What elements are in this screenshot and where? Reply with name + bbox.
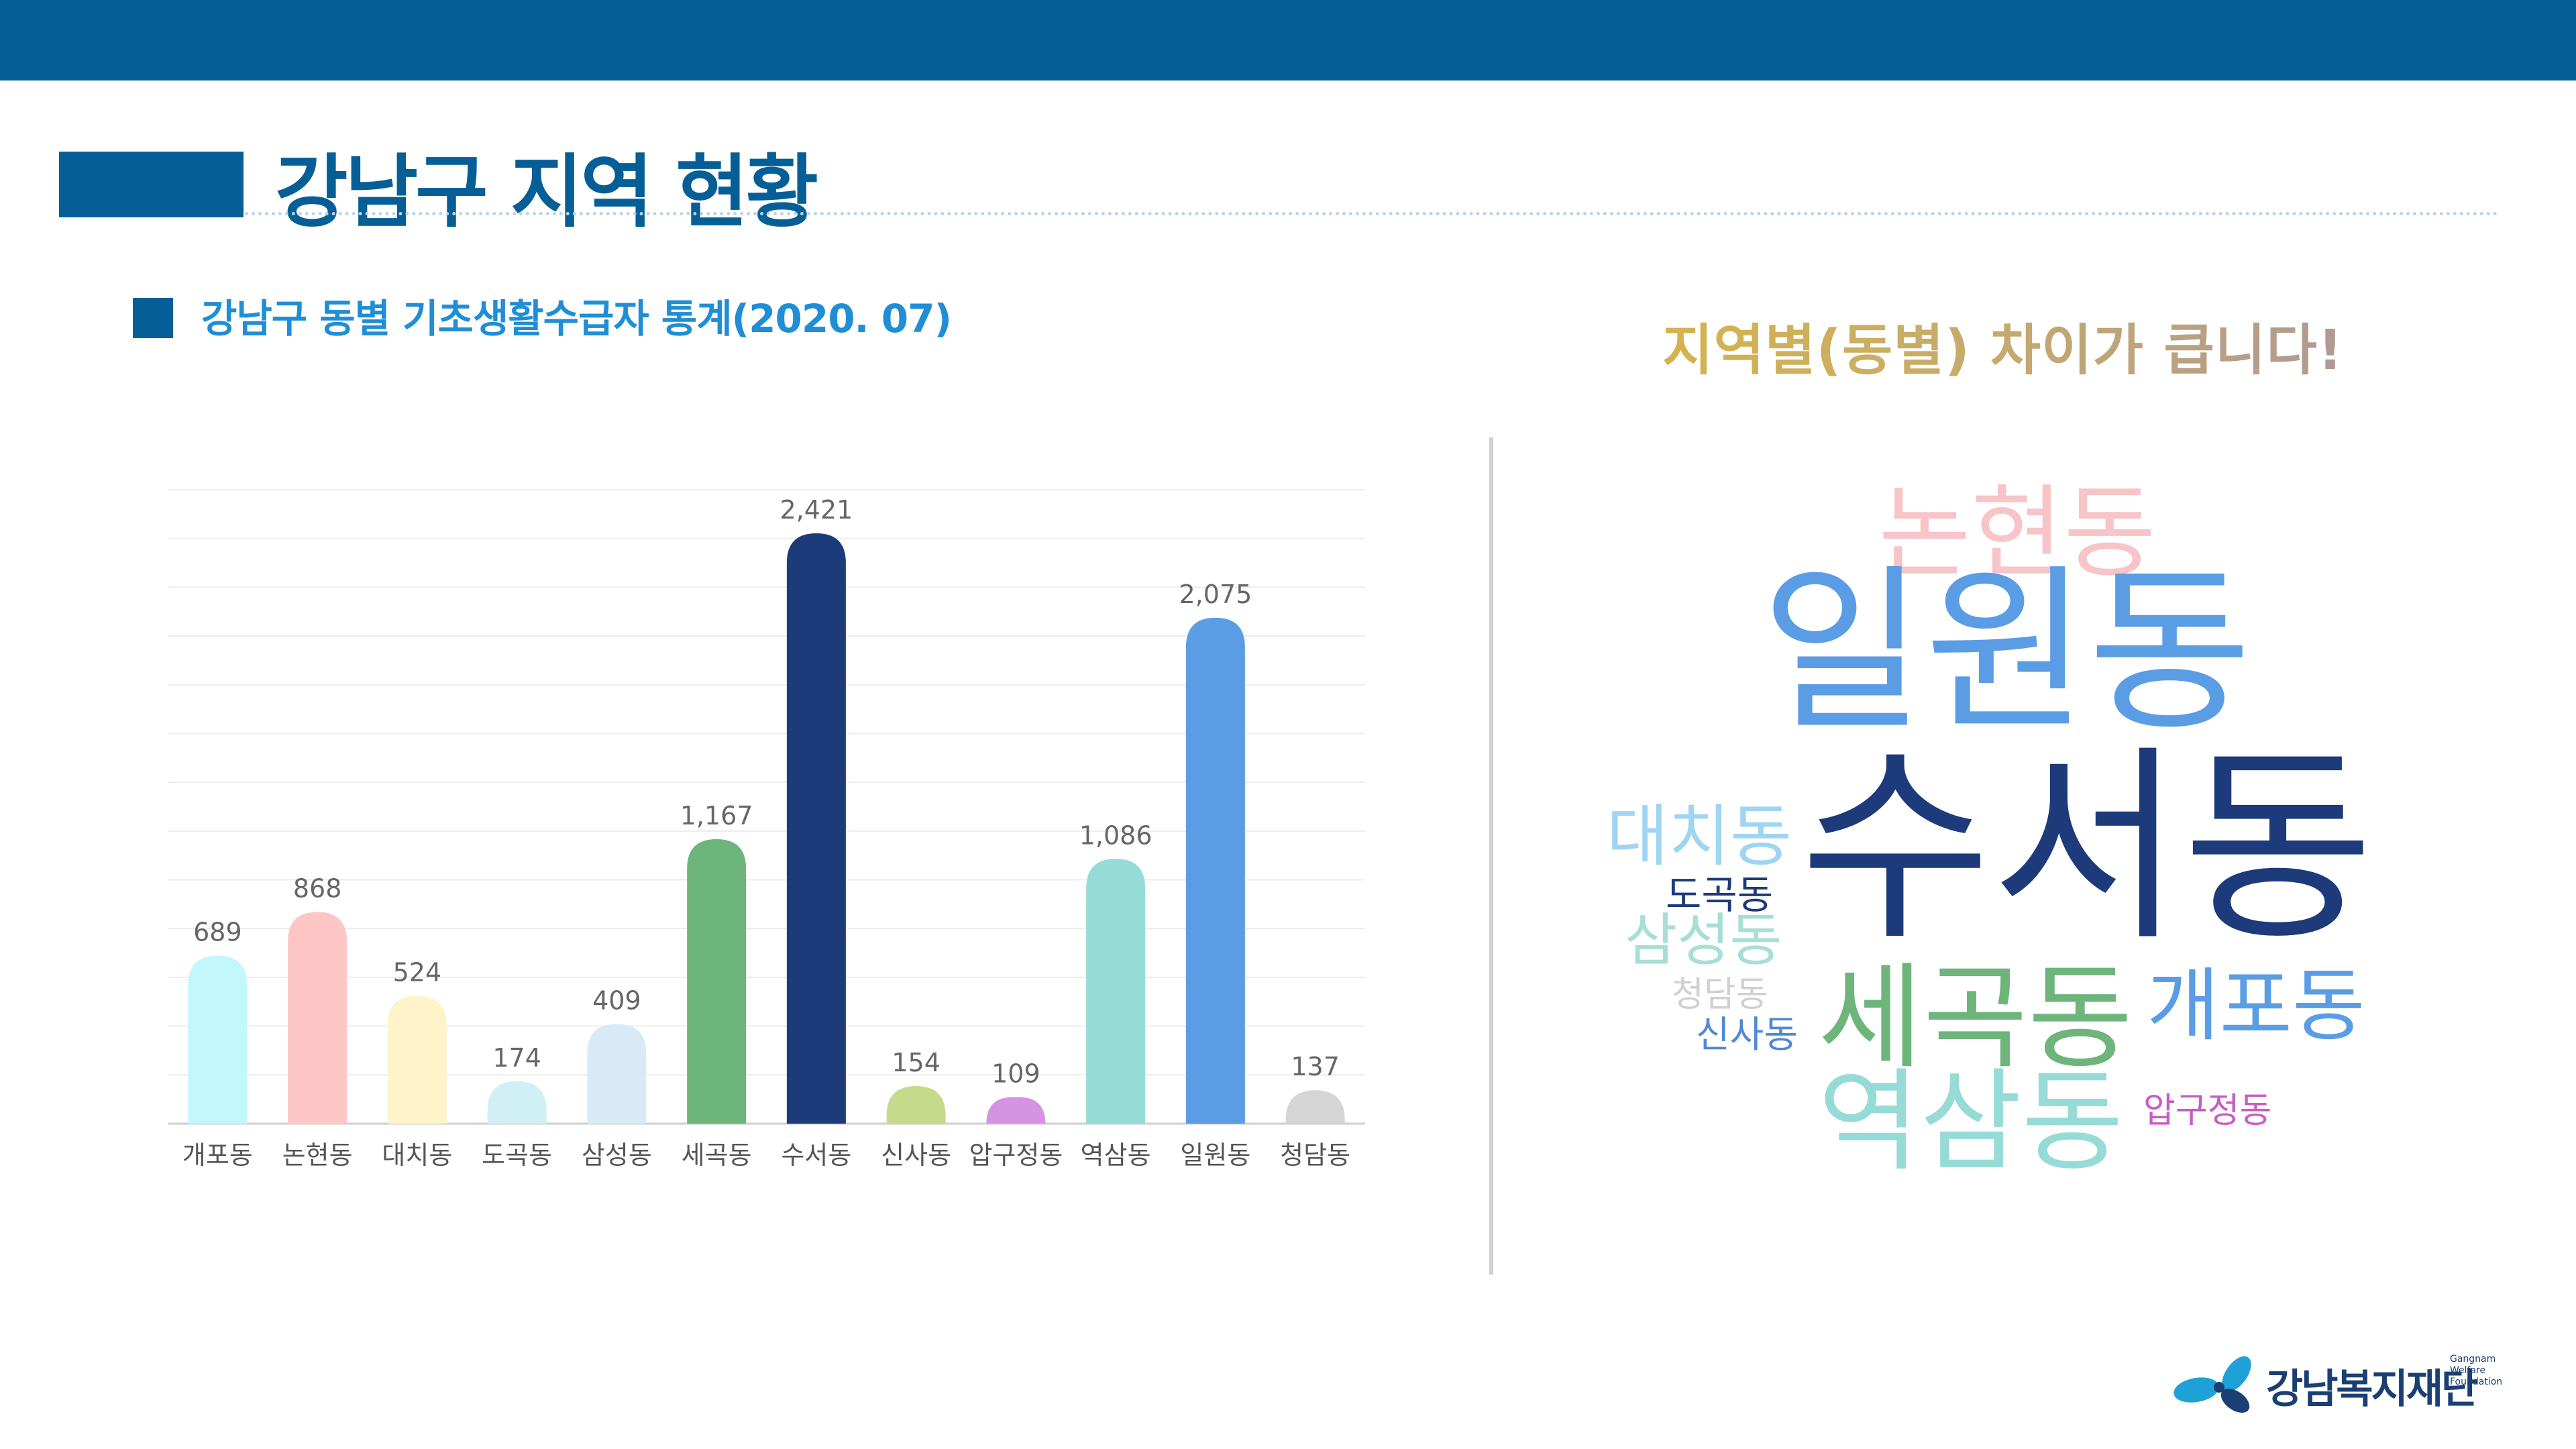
- subtitle-bullet: [133, 298, 173, 338]
- value-label: 154: [892, 1048, 941, 1077]
- word-apgujeong: 압구정동: [2143, 1091, 2272, 1131]
- value-label: 137: [1291, 1052, 1340, 1081]
- word-sinsa: 신사동: [1696, 1013, 1798, 1056]
- category-label: 역삼동: [1081, 1140, 1151, 1170]
- value-label: 2,075: [1179, 580, 1252, 609]
- word-irwon: 일원동: [1761, 549, 2252, 755]
- vertical-divider: [1489, 437, 1493, 1275]
- bar-7: [786, 533, 846, 1124]
- headline: 지역별(동별) 차이가 큽니다!: [1662, 305, 2343, 385]
- chart-gridlines: [168, 489, 1365, 1125]
- value-label: 109: [991, 1059, 1040, 1088]
- logo-english-name: Gangnam Welfare Foundation: [2450, 1354, 2503, 1387]
- word-dogok: 도곡동: [1666, 872, 1774, 918]
- title-accent-block: [59, 152, 244, 217]
- word-suseo: 수서동: [1800, 727, 2374, 969]
- logo-korean-name: 강남복지재단: [2266, 1366, 2478, 1413]
- bar-12: [1285, 1090, 1345, 1124]
- value-label: 1,167: [680, 801, 753, 830]
- value-label: 524: [393, 958, 442, 987]
- value-label: 174: [492, 1043, 541, 1073]
- word-segok: 세곡동: [1818, 952, 2133, 1085]
- value-label: 409: [592, 985, 641, 1015]
- bar-5: [587, 1024, 647, 1124]
- word-gaepo: 개포동: [2147, 959, 2365, 1052]
- bar-3: [387, 996, 447, 1124]
- value-label: 689: [193, 918, 242, 947]
- category-label: 신사동: [881, 1140, 951, 1170]
- bar-10: [1086, 859, 1146, 1124]
- category-label: 논현동: [282, 1140, 353, 1170]
- category-label: 삼성동: [582, 1140, 652, 1170]
- word-samseong: 삼성동: [1625, 908, 1782, 974]
- chart-value-labels: 689 868 524 174 409 1,167 2,421 154 109 1,086 2,07…: [193, 495, 1340, 1088]
- category-label: 압구정동: [969, 1140, 1063, 1170]
- category-label: 수서동: [781, 1140, 851, 1170]
- bar-chart: 689 868 524 174 409 1,167 2,421 154 109 1,086 2,07…: [168, 489, 1365, 1170]
- bar-2: [288, 912, 347, 1124]
- category-label: 청담동: [1280, 1140, 1350, 1170]
- category-label: 개포동: [182, 1140, 253, 1170]
- category-label: 도곡동: [482, 1140, 552, 1170]
- value-label: 2,421: [780, 495, 853, 525]
- title-dotted-rule: [245, 212, 2499, 215]
- category-label: 세곡동: [682, 1140, 752, 1170]
- word-daechi: 대치동: [1607, 797, 1792, 875]
- bar-8: [886, 1086, 946, 1124]
- bar-1: [188, 955, 248, 1124]
- word-yeoksam: 역삼동: [1818, 1057, 2124, 1186]
- value-label: 868: [293, 874, 342, 904]
- category-label: 일원동: [1180, 1140, 1250, 1170]
- value-label: 1,086: [1079, 820, 1152, 850]
- chart-subtitle: 강남구 동별 기초생활수급자 통계(2020. 07): [201, 296, 952, 341]
- butterfly-logo-icon: [2174, 1356, 2251, 1413]
- word-nonhyeon: 논현동: [1878, 475, 2157, 592]
- top-banner: [0, 0, 2576, 80]
- chart-category-labels: 개포동 논현동 대치동 도곡동 삼성동 세곡동 수서동 신사동 압구정동 역삼동 일원동 청담동: [182, 1140, 1350, 1170]
- category-label: 대치동: [382, 1140, 452, 1170]
- bar-11: [1185, 617, 1245, 1124]
- word-cheongdam: 청담동: [1672, 975, 1768, 1015]
- bar-9: [986, 1097, 1046, 1124]
- chart-bars: [188, 533, 1345, 1124]
- bar-6: [687, 839, 747, 1124]
- page-title: 강남구 지역 현황: [275, 146, 818, 238]
- bar-4: [487, 1081, 547, 1124]
- foundation-logo: 강남복지재단 Gangnam Welfare Foundation: [2171, 1348, 2502, 1418]
